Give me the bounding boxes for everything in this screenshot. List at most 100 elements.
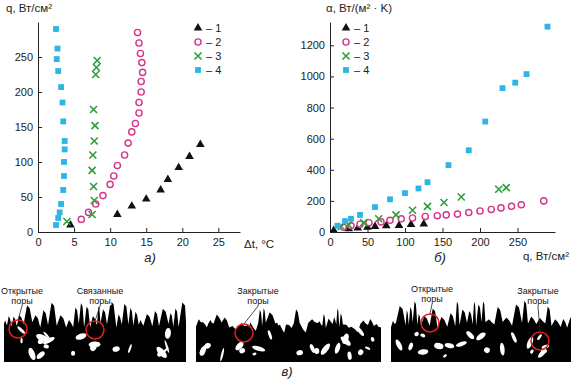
y-tick: 0	[27, 226, 42, 238]
y-axis: 020040060080010001200	[301, 23, 334, 239]
legend-label: – 2	[354, 36, 369, 48]
x-tick: 10	[105, 228, 117, 248]
point	[196, 140, 205, 147]
point	[55, 68, 61, 74]
pore	[35, 350, 46, 360]
legend-marker	[194, 23, 203, 30]
pore	[444, 342, 455, 349]
callout-circle	[531, 332, 549, 350]
x-tick: 100	[396, 228, 414, 248]
plot-area	[53, 26, 204, 228]
point	[372, 204, 378, 210]
point	[185, 151, 194, 158]
pore	[433, 342, 444, 350]
point	[416, 186, 422, 192]
point	[342, 218, 348, 224]
y-tick-label: 0	[319, 226, 325, 238]
point	[387, 217, 393, 223]
legend-entry: – 2	[195, 36, 221, 48]
x-axis-line	[39, 232, 241, 233]
point	[91, 122, 98, 129]
y-tick: 800	[307, 102, 334, 114]
point	[55, 46, 61, 52]
point	[357, 212, 363, 218]
pore	[204, 342, 212, 350]
point	[61, 173, 67, 179]
legend-entry: – 4	[343, 64, 369, 76]
x-tick-label: 150	[434, 236, 452, 248]
y-tick: 150	[15, 121, 42, 133]
pore	[164, 328, 171, 339]
pore	[417, 349, 428, 356]
point	[441, 199, 448, 206]
y-tick: 0	[319, 226, 334, 238]
point	[524, 71, 530, 77]
x-tick-label: 50	[362, 236, 374, 248]
legend-marker	[343, 39, 349, 45]
x-tick: 20	[177, 228, 189, 248]
point	[495, 186, 502, 193]
point	[545, 24, 551, 30]
x-tick-mark	[74, 228, 75, 232]
x-tick-mark	[405, 228, 406, 232]
point	[55, 215, 61, 221]
panel-label: б)	[434, 250, 446, 265]
y-tick: 200	[307, 195, 334, 207]
y-tick-mark	[38, 127, 42, 128]
chart-1: 050100150200250020040060080010001200α, В…	[301, 2, 570, 265]
point	[127, 201, 136, 208]
y-tick-label: 50	[21, 191, 33, 203]
point	[393, 211, 400, 218]
point	[53, 26, 59, 32]
point	[422, 213, 428, 219]
point	[134, 29, 140, 35]
point	[63, 218, 70, 225]
x-tick-mark	[110, 228, 111, 232]
point	[419, 219, 428, 226]
x-tick-mark	[218, 228, 219, 232]
point	[335, 223, 341, 229]
y-tick-label: 400	[307, 164, 325, 176]
legend-marker	[195, 39, 201, 45]
pore	[35, 332, 50, 343]
x-tick: 5	[72, 228, 78, 248]
y-tick-mark	[330, 76, 334, 77]
y-tick-mark	[38, 162, 42, 163]
pore	[75, 332, 88, 341]
x-tick-label: 0	[327, 236, 333, 248]
callout-label: Связанныепоры	[77, 286, 124, 306]
y-tick-mark	[38, 232, 42, 233]
point	[402, 190, 408, 196]
legend-marker	[343, 67, 349, 73]
callout-label: Закрытыепоры	[237, 286, 278, 306]
pore	[357, 348, 364, 356]
legend: – 1– 2– 3– 4	[342, 22, 370, 76]
pore	[355, 326, 365, 337]
panel-label: а)	[144, 250, 156, 265]
pore	[475, 331, 487, 342]
y-tick: 50	[21, 191, 42, 203]
point	[54, 56, 60, 62]
y-tick: 250	[15, 51, 42, 63]
pore	[442, 354, 447, 359]
callout-pointer	[244, 306, 258, 324]
pore	[17, 325, 26, 334]
point	[498, 205, 504, 211]
x-tick-mark	[443, 228, 444, 232]
point	[518, 202, 524, 208]
legend-entry: – 3	[195, 50, 222, 62]
point	[387, 196, 393, 202]
x-axis-title: q, Вт/см²	[523, 250, 569, 262]
callout-circle	[235, 324, 253, 342]
point	[121, 152, 127, 158]
pore	[347, 351, 352, 360]
y-tick-label: 250	[15, 51, 33, 63]
legend-entry: – 1	[194, 22, 222, 34]
point	[129, 129, 135, 135]
callout-label: Открытыепоры	[1, 286, 43, 306]
point	[114, 162, 120, 168]
figure: 0510152025050100150200250q, Вт/см²Δt, °C…	[0, 0, 575, 381]
point	[60, 187, 66, 193]
point	[94, 57, 101, 64]
pore	[536, 334, 542, 341]
